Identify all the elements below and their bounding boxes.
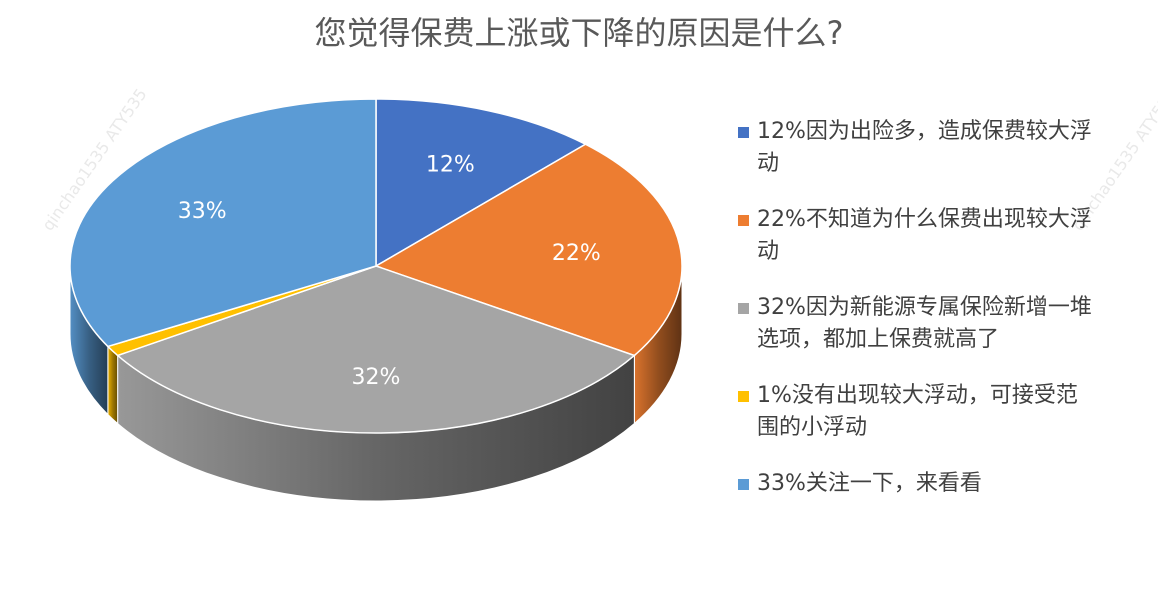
pie-data-label: 22% [552,241,601,266]
legend-item: 32%因为新能源专属保险新增一堆选项，都加上保费就高了 [738,292,1148,356]
legend-item: 12%因为出险多，造成保费较大浮动 [738,116,1148,180]
legend-label: 12%因为出险多，造成保费较大浮动 [757,119,1092,176]
legend-item: 22%不知道为什么保费出现较大浮动 [738,204,1148,268]
legend-swatch [738,391,749,402]
legend-swatch [738,127,749,138]
legend-label: 1%没有出现较大浮动，可接受范围的小浮动 [757,383,1078,440]
legend-item: 1%没有出现较大浮动，可接受范围的小浮动 [738,380,1148,444]
pie-data-label: 12% [426,153,475,178]
legend-label: 22%不知道为什么保费出现较大浮动 [757,207,1092,264]
pie-slice-side [107,345,119,425]
legend-swatch [738,303,749,314]
legend-label: 33%关注一下，来看看 [757,471,982,496]
legend-label: 32%因为新能源专属保险新增一堆选项，都加上保费就高了 [757,295,1092,352]
chart-title: 您觉得保费上涨或下降的原因是什么? [314,14,844,52]
legend-swatch [738,479,749,490]
chart-legend: 12%因为出险多，造成保费较大浮动 22%不知道为什么保费出现较大浮动 32%因为新… [738,116,1148,524]
pie-slice [375,98,588,268]
legend-item: 33%关注一下，来看看 [738,468,1148,500]
pie-slice [69,98,377,348]
pie-data-label: 32% [352,365,401,390]
pie-data-label: 33% [178,199,227,224]
pie-slice [116,265,636,434]
legend-swatch [738,215,749,226]
pie-slice [374,143,683,357]
